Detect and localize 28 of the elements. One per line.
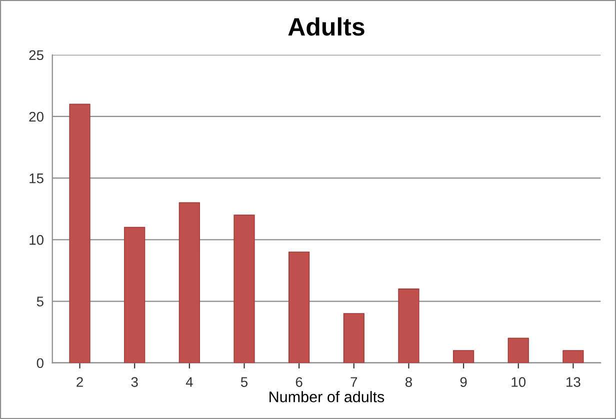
x-axis-title: Number of adults (270, 391, 384, 402)
bar (398, 288, 420, 363)
x-tick-label: 2 (76, 377, 83, 387)
x-tick-label: 8 (405, 377, 412, 387)
y-tick-label: 20 (29, 112, 44, 122)
y-tick-label: 5 (36, 296, 44, 306)
y-tick-label: 25 (29, 50, 44, 60)
x-tick-label: 6 (296, 377, 302, 387)
x-tick-label: 3 (131, 377, 138, 387)
x-tick-label: 10 (512, 377, 526, 387)
chart-title: Adults (288, 17, 364, 36)
bar (178, 202, 200, 363)
y-tick-label: 0 (36, 358, 44, 368)
y-tick-label: 10 (30, 235, 44, 245)
x-tick-label: 7 (350, 377, 358, 387)
bar (562, 350, 584, 363)
x-tick-label: 9 (460, 377, 467, 387)
bar (452, 350, 474, 363)
x-tick-label: 13 (566, 377, 580, 387)
bar (288, 252, 310, 363)
bar (69, 104, 90, 363)
bar (508, 338, 529, 363)
x-tick-label: 5 (240, 377, 248, 387)
bar (343, 313, 364, 363)
bar (124, 226, 146, 363)
x-tick-label: 4 (186, 377, 193, 387)
bar (234, 214, 255, 363)
y-tick-label: 15 (30, 174, 44, 184)
